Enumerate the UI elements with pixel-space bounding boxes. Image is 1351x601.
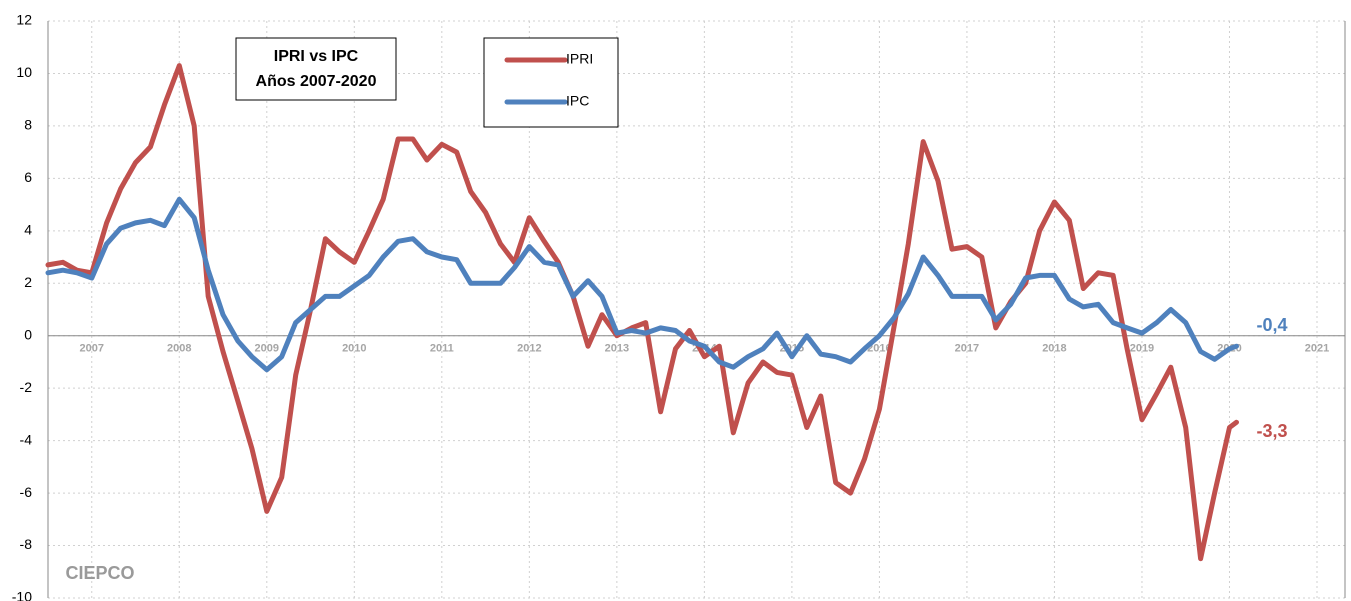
chart-subtitle: Años 2007-2020: [256, 73, 377, 90]
plot-layer: -10 -8 -6 -4 -2 0 2 4 6 8 10 12 2007 2008 2009 2010 2011…: [12, 12, 1346, 601]
x-tick-label: 2008: [167, 343, 191, 355]
end-label: -3,3: [1256, 421, 1287, 441]
x-tick-label: 2010: [342, 343, 366, 355]
y-tick-label: -10: [12, 589, 32, 601]
x-tick-label: 2013: [605, 343, 629, 355]
x-tick-label: 2021: [1305, 343, 1329, 355]
series-line: [45, 63, 1239, 562]
series-line: [45, 196, 1239, 373]
end-label: -0,4: [1256, 315, 1287, 335]
x-tick-label: 2018: [1042, 343, 1066, 355]
logo: CIEPCO: [65, 563, 134, 583]
x-tick-label: 2019: [1130, 343, 1154, 355]
y-tick-label: 6: [24, 169, 32, 185]
legend-label: IPRI: [566, 51, 593, 67]
x-tick-label: 2017: [955, 343, 979, 355]
y-tick-label: 12: [16, 12, 32, 28]
y-tick-label: -6: [20, 484, 33, 500]
title-box: [235, 37, 397, 101]
y-tick-label: 0: [24, 326, 32, 342]
x-tick-label: 2016: [867, 343, 891, 355]
y-tick-label: 2: [24, 274, 32, 290]
y-tick-label: 8: [24, 117, 32, 133]
y-tick-label: 4: [24, 222, 32, 238]
y-tick-label: -2: [20, 379, 33, 395]
y-tick-label: 10: [16, 64, 32, 80]
x-tick-label: 2007: [80, 343, 104, 355]
legend-box: [483, 37, 619, 128]
x-tick-label: 2012: [517, 343, 541, 355]
chart-title: IPRI vs IPC: [274, 48, 359, 65]
y-tick-label: -4: [20, 431, 33, 447]
x-tick-label: 2011: [430, 343, 454, 355]
legend-label: IPC: [566, 93, 589, 109]
y-tick-label: -8: [20, 536, 33, 552]
x-tick-label: 2009: [255, 343, 279, 355]
